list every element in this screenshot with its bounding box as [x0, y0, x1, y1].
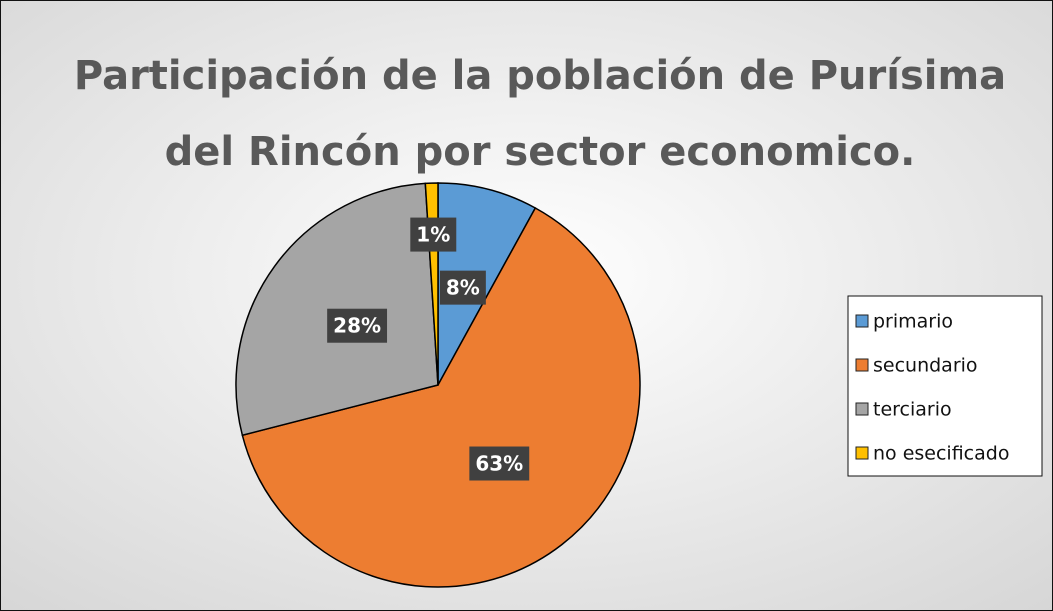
legend-label: no esecificado [873, 443, 1009, 465]
chart-title: del Rincón por sector economico. [165, 129, 916, 175]
chart-title: Participación de la población de Purísim… [74, 53, 1006, 99]
data-label: 63% [475, 452, 523, 476]
legend-label: primario [873, 311, 953, 333]
legend-swatch [855, 358, 869, 372]
pie-slice [437, 182, 537, 386]
legend-label: terciario [873, 399, 952, 421]
legend-swatch [855, 402, 869, 416]
data-label: 8% [446, 276, 480, 300]
legend-label: secundario [873, 355, 978, 377]
data-label-box [439, 270, 486, 305]
data-label-box [410, 217, 457, 252]
legend-swatch [855, 314, 869, 328]
data-label: 28% [333, 314, 381, 338]
data-label-box [469, 446, 530, 481]
pie-slice [241, 206, 641, 588]
legend-frame [847, 295, 1043, 477]
data-label-box [327, 308, 388, 343]
legend-swatch [855, 446, 869, 460]
data-label: 1% [416, 223, 450, 247]
